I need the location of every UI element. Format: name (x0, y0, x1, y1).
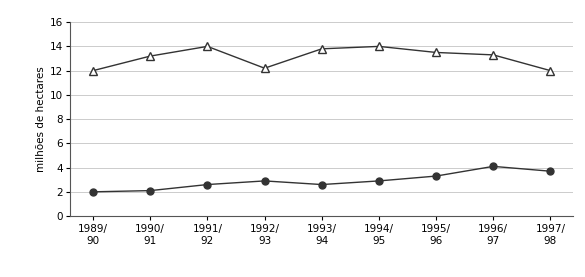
Argentina (432, 175, 439, 178)
Line: Brasil: Brasil (89, 42, 555, 75)
Line: Argentina: Argentina (90, 163, 554, 195)
Brasil (432, 51, 439, 54)
Brasil (318, 47, 325, 50)
Argentina (147, 189, 154, 192)
Brasil (90, 69, 97, 72)
Brasil (261, 66, 268, 70)
Argentina (376, 179, 383, 183)
Brasil (547, 69, 554, 72)
Brasil (490, 53, 497, 57)
Brasil (147, 55, 154, 58)
Argentina (490, 165, 497, 168)
Argentina (547, 170, 554, 173)
Y-axis label: milhões de hectares: milhões de hectares (36, 66, 46, 172)
Brasil (376, 45, 383, 48)
Argentina (261, 179, 268, 183)
Argentina (318, 183, 325, 186)
Argentina (90, 190, 97, 193)
Brasil (204, 45, 211, 48)
Argentina (204, 183, 211, 186)
